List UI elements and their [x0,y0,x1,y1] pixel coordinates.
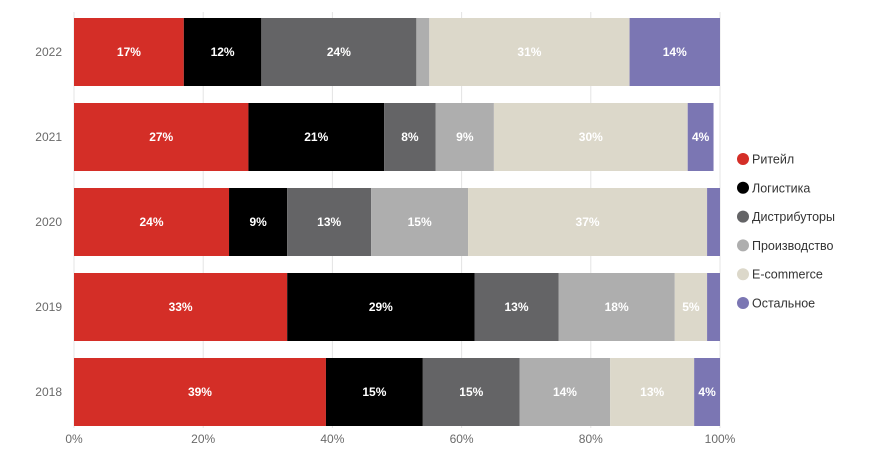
data-label: 4% [698,385,716,399]
bar-segment [74,188,230,256]
data-label: 39% [188,385,212,399]
bar-segment [248,103,385,171]
legend-marker [737,210,749,223]
legend-label: Производство [752,239,834,253]
x-tick-label: 20% [191,432,215,446]
x-tick-label: 100% [705,432,736,446]
bar-segment [371,188,469,256]
bar-segment [474,273,559,341]
bar-segment [610,358,695,426]
bar-segment [694,358,720,426]
bar-segment [74,358,326,426]
data-label: 24% [140,215,164,229]
bar-segment [74,273,288,341]
legend-marker [737,268,749,281]
legend-label: E-commerce [752,268,823,282]
x-tick-label: 80% [579,432,603,446]
data-label: 31% [517,45,541,59]
bar-segment [287,273,475,341]
data-label: 4% [692,130,710,144]
y-tick-label: 2021 [35,130,62,144]
bar-segment [435,103,494,171]
data-label: 8% [401,130,419,144]
data-label: 14% [663,45,687,59]
data-label: 29% [369,300,393,314]
data-label: 13% [640,385,664,399]
data-label: 12% [211,45,235,59]
bar-segment [468,188,708,256]
bar-segment [707,273,720,341]
legend-marker [737,239,749,252]
data-label: 24% [327,45,351,59]
bar-segment [422,358,520,426]
legend-marker [737,297,749,309]
legend-label: Логистика [752,181,810,195]
bar-segment [287,188,372,256]
data-label: 37% [576,215,600,229]
x-tick-label: 40% [320,432,344,446]
x-tick-label: 60% [450,432,474,446]
x-tick-label: 0% [65,432,83,446]
y-tick-label: 2022 [35,45,62,59]
data-label: 9% [249,215,267,229]
bar-segment [183,18,262,86]
legend-label: Остальное [752,297,815,311]
bar-segment [519,358,611,426]
data-label: 33% [169,300,193,314]
y-tick-label: 2018 [35,385,62,399]
data-label: 15% [459,385,483,399]
bar-segment [384,103,436,171]
bar-segment [707,188,720,256]
y-tick-label: 2019 [35,300,62,314]
bar-segment [629,18,720,86]
data-label: 5% [682,300,700,314]
legend-label: Ритейл [752,153,794,167]
data-label: 30% [579,130,603,144]
data-label: 15% [408,215,432,229]
bar-segment [687,103,714,171]
data-label: 15% [362,385,386,399]
bar-segment [229,188,288,256]
bar-segment [74,103,249,171]
bar-segment [325,358,423,426]
data-label: 21% [304,130,328,144]
data-label: 18% [605,300,629,314]
bar-segment [558,273,675,341]
bar-segment [74,18,184,86]
legend-label: Дистрибуторы [752,210,835,224]
data-label: 27% [149,130,173,144]
bar-segment [429,18,630,86]
data-label: 13% [504,300,528,314]
data-label: 9% [456,130,474,144]
data-label: 14% [553,385,577,399]
bar-segment [416,18,430,86]
bar-segment [674,273,708,341]
y-tick-label: 2020 [35,215,62,229]
bar-segment [493,103,688,171]
legend-marker [737,153,749,165]
data-label: 13% [317,215,341,229]
bar-segment [261,18,417,86]
legend-marker [737,181,749,194]
data-label: 17% [117,45,141,59]
